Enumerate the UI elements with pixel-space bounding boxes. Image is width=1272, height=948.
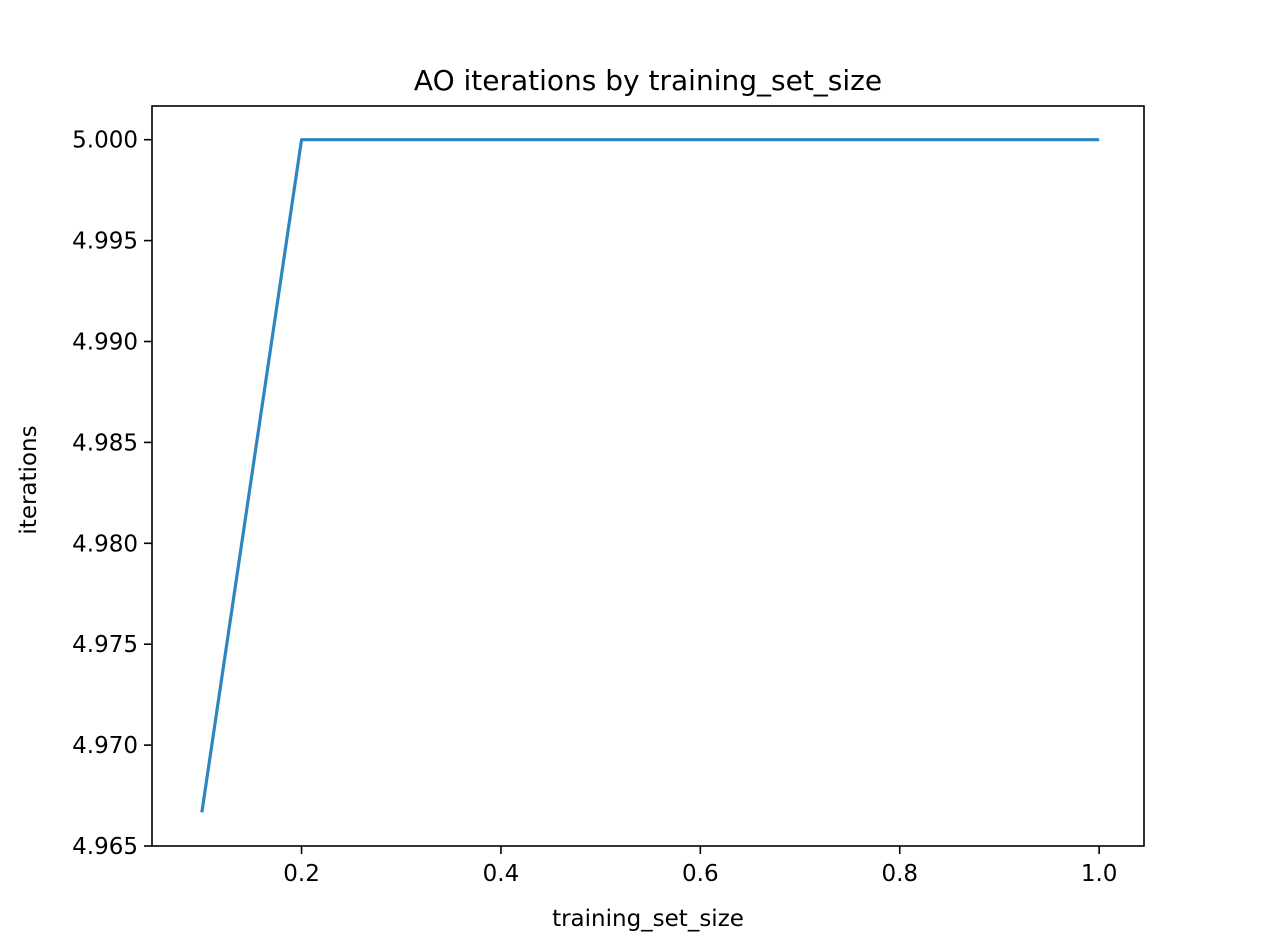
y-tick-label: 4.980 xyxy=(72,531,138,557)
y-tick-label: 4.995 xyxy=(72,229,138,255)
y-tick-label: 4.985 xyxy=(72,430,138,456)
x-tick-label: 0.4 xyxy=(483,861,520,887)
x-tick-label: 0.8 xyxy=(881,861,918,887)
x-tick-label: 0.6 xyxy=(682,861,719,887)
x-axis-label: training_set_size xyxy=(552,906,744,932)
x-tick-label: 1.0 xyxy=(1081,861,1118,887)
y-tick-label: 5.000 xyxy=(72,128,138,154)
y-axis-ticks: 4.965 4.970 4.975 4.980 4.985 4.990 4.995 5.000 xyxy=(72,128,152,860)
x-axis-ticks: 0.2 0.4 0.6 0.8 1.0 xyxy=(283,846,1117,887)
y-tick-label: 4.965 xyxy=(72,834,138,860)
y-tick-label: 4.975 xyxy=(72,632,138,658)
y-tick-label: 4.990 xyxy=(72,330,138,356)
plot-area xyxy=(151,105,1145,847)
series-line-0 xyxy=(200,138,1100,813)
y-axis-label: iterations xyxy=(16,425,42,534)
y-tick-label: 4.970 xyxy=(72,733,138,759)
plot-frame xyxy=(151,105,1145,847)
chart-title: AO iterations by training_set_size xyxy=(414,64,882,97)
x-tick-label: 0.2 xyxy=(283,861,320,887)
